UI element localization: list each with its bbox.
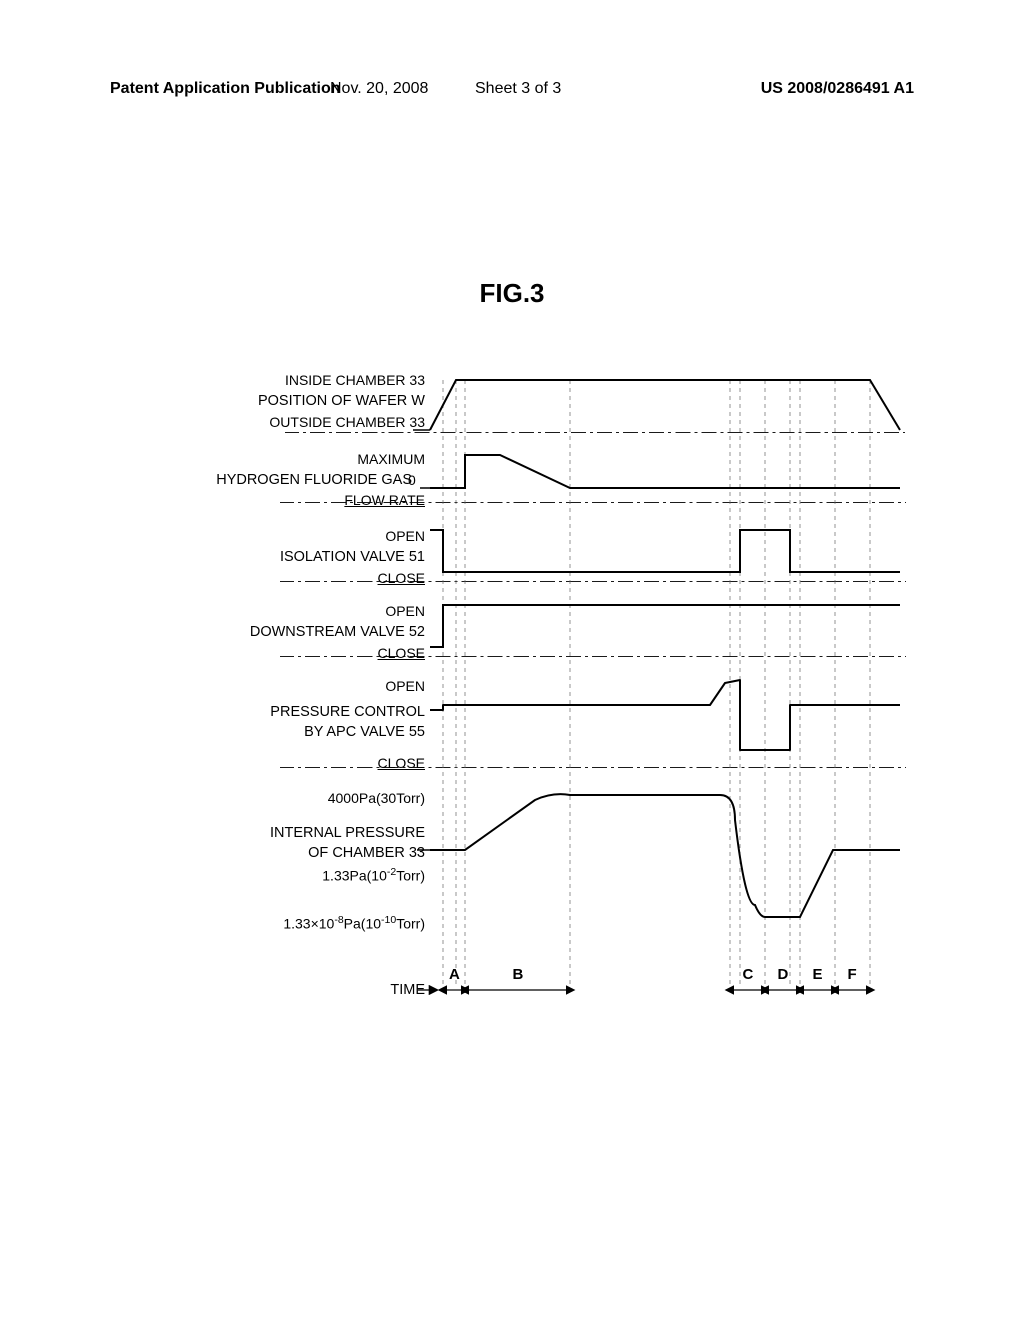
time-section-E: E	[813, 966, 823, 983]
time-section-D: D	[778, 966, 789, 983]
timing-chart: INSIDE CHAMBER 33 POSITION OF WAFER W OU…	[140, 370, 900, 1010]
page-header: Patent Application Publication Nov. 20, …	[0, 80, 1024, 110]
time-section-A: A	[449, 966, 460, 983]
time-section-B: B	[513, 966, 524, 983]
header-pubno: US 2008/0286491 A1	[761, 80, 914, 98]
time-section-C: C	[743, 966, 754, 983]
figure-title: FIG.3	[0, 278, 1024, 309]
chart-svg	[140, 370, 910, 1010]
header-left: Patent Application Publication	[110, 80, 341, 98]
header-date: Nov. 20, 2008	[330, 80, 428, 98]
time-section-F: F	[848, 966, 857, 983]
header-sheet: Sheet 3 of 3	[475, 80, 561, 98]
